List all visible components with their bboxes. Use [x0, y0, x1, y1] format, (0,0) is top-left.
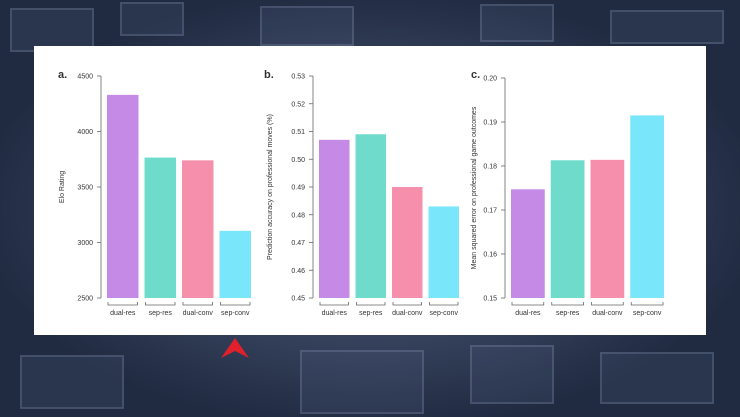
background-tile: [470, 345, 554, 404]
x-tick-label: dual-conv: [392, 310, 423, 317]
y-tick-label: 0.47: [291, 240, 305, 247]
y-tick-label: 0.48: [291, 212, 305, 219]
x-tick-label: dual-res: [110, 310, 136, 317]
x-tick-label: dual-res: [515, 310, 541, 317]
bar-charts: a. 2500 3000 3500 4000 4500 Elo Rating dual-res…: [58, 69, 664, 317]
y-tick-label: 0.46: [291, 268, 305, 275]
x-category-bracket: [591, 302, 624, 306]
chart-3: c. 0.15 0.16 0.17 0.18 0.19 0.20 Mean squared e…: [471, 69, 664, 317]
y-tick-label: 3500: [77, 185, 93, 192]
x-category-bracket: [145, 302, 176, 306]
x-tick-label: sep-res: [556, 310, 580, 317]
bar-dual-res: [511, 189, 545, 298]
bar-dual-conv: [182, 160, 214, 298]
background-tile: [600, 352, 714, 404]
x-category-bracket: [220, 302, 251, 306]
y-tick-label: 0.16: [483, 252, 497, 259]
panel-label: b.: [264, 69, 274, 81]
bar-dual-conv: [392, 187, 423, 298]
y-tick-label: 2500: [77, 296, 93, 303]
bar-sep-conv: [219, 230, 251, 298]
panel-label: c.: [471, 69, 480, 81]
background-tile: [610, 10, 724, 44]
background-tile: [20, 355, 124, 409]
y-tick-label: 0.18: [483, 164, 497, 171]
y-axis-title: Mean squared error on professional game …: [471, 106, 478, 269]
y-tick-label: 0.53: [291, 74, 305, 81]
x-tick-label: sep-res: [149, 310, 173, 317]
bar-sep-res: [550, 160, 585, 298]
y-axis-title: Prediction accuracy on professional move…: [267, 114, 274, 260]
bar-sep-conv: [428, 206, 459, 298]
chart-2: b. 0.45 0.46 0.47 0.48 0.49 0.50 0.51 0.52 0.53 Pr…: [264, 69, 459, 317]
background-tile: [120, 2, 184, 36]
bar-dual-res: [107, 94, 139, 298]
y-tick-label: 0.20: [483, 76, 497, 83]
y-tick-label: 0.51: [291, 129, 305, 136]
y-tick-label: 0.17: [483, 208, 497, 215]
background-tile: [480, 4, 554, 42]
chart-1: a. 2500 3000 3500 4000 4500 Elo Rating dual-res…: [58, 69, 251, 317]
y-axis-title: Elo Rating: [59, 171, 66, 203]
x-tick-label: dual-conv: [592, 310, 623, 317]
x-category-bracket: [319, 302, 349, 306]
y-tick-label: 0.19: [483, 120, 497, 127]
y-tick-label: 4000: [77, 129, 93, 136]
y-tick-label: 4500: [77, 74, 93, 81]
x-tick-label: sep-conv: [633, 310, 662, 317]
x-category-bracket: [511, 302, 545, 306]
y-tick-label: 0.15: [483, 296, 497, 303]
background-tile: [260, 6, 354, 46]
bar-dual-res: [319, 139, 350, 298]
x-tick-label: sep-res: [359, 310, 383, 317]
x-tick-label: sep-conv: [430, 310, 459, 317]
bar-sep-res: [355, 134, 386, 298]
y-tick-label: 0.45: [291, 296, 305, 303]
x-category-bracket: [356, 302, 386, 306]
background-tile: [300, 350, 424, 414]
x-tick-label: sep-conv: [221, 310, 250, 317]
red-arrowhead-icon: [221, 338, 249, 358]
x-category-bracket: [551, 302, 584, 306]
x-category-bracket: [107, 302, 138, 306]
figure-panel: a. 2500 3000 3500 4000 4500 Elo Rating dual-res…: [34, 46, 706, 335]
y-tick-label: 3000: [77, 240, 93, 247]
x-category-bracket: [429, 302, 459, 306]
y-tick-label: 0.50: [291, 157, 305, 164]
x-tick-label: dual-conv: [183, 310, 214, 317]
bar-dual-conv: [590, 159, 625, 298]
y-tick-label: 0.49: [291, 185, 305, 192]
x-category-bracket: [392, 302, 422, 306]
panel-label: a.: [58, 69, 67, 81]
x-category-bracket: [182, 302, 213, 306]
x-category-bracket: [630, 302, 664, 306]
y-tick-label: 0.52: [291, 101, 305, 108]
x-tick-label: dual-res: [322, 310, 348, 317]
bar-sep-res: [144, 157, 176, 298]
bar-sep-conv: [630, 115, 664, 299]
